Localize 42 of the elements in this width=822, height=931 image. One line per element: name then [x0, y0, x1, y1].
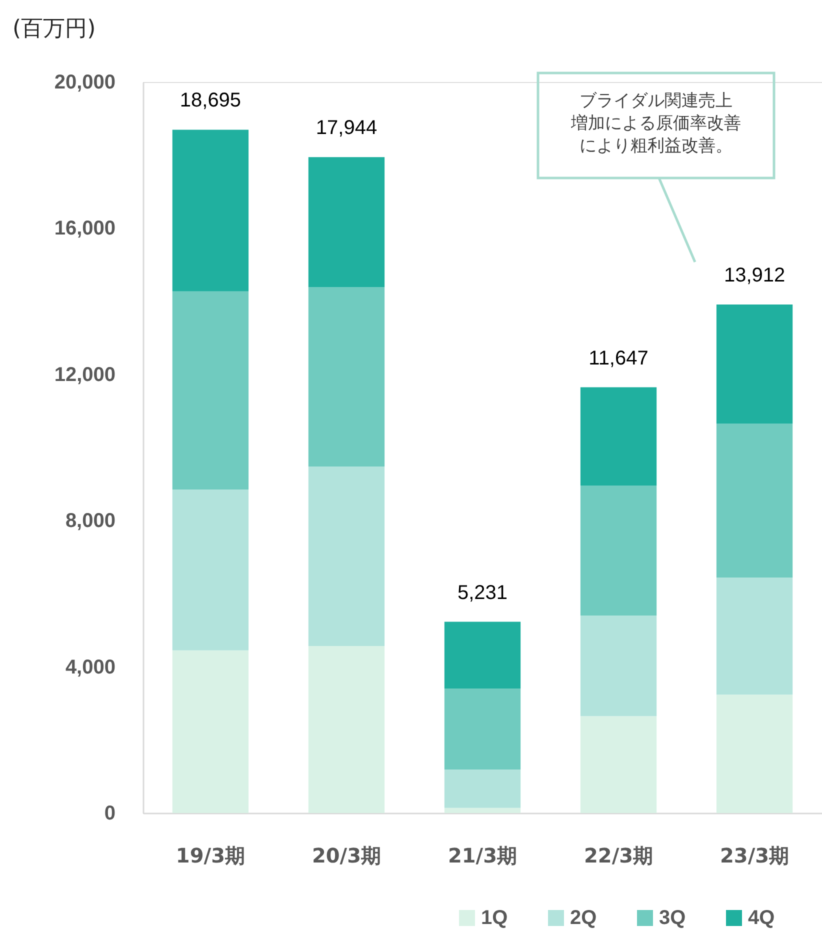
bar: [444, 770, 521, 808]
legend-label: 1Q: [481, 907, 508, 929]
x-tick-label: 22/3期: [584, 844, 654, 868]
bar: [172, 130, 249, 292]
bar: [172, 490, 249, 650]
total-label: 11,647: [588, 347, 648, 370]
bar: [444, 688, 521, 770]
bar: [716, 578, 793, 695]
y-tick-label: 20,000: [54, 72, 116, 94]
x-tick-label: 21/3期: [448, 844, 518, 868]
total-label: 18,695: [180, 90, 242, 112]
legend-label: 2Q: [570, 907, 597, 929]
y-tick-label: 0: [104, 802, 116, 824]
total-label: 5,231: [457, 582, 508, 604]
bar: [716, 304, 793, 424]
y-tick-label: 8,000: [65, 510, 116, 532]
annotation: ブライダル関連売上増加による原価率改善により粗利益改善。: [570, 91, 741, 156]
legend-label: 4Q: [748, 907, 775, 929]
x-tick-label: 20/3期: [312, 844, 382, 868]
x-tick-label: 19/3期: [176, 844, 245, 868]
bar: [580, 387, 657, 486]
bar: [716, 694, 793, 813]
y-tick-label: 12,000: [54, 364, 116, 386]
legend-label: 3Q: [659, 907, 686, 929]
bar: [308, 287, 385, 467]
bar: [580, 616, 657, 716]
bar: [444, 622, 521, 689]
y-tick-label: 16,000: [54, 218, 116, 240]
x-tick-label: 23/3期: [720, 844, 790, 868]
bar: [172, 291, 249, 490]
bar: [308, 157, 385, 288]
y-tick-label: 4,000: [65, 656, 116, 678]
bar: [172, 650, 249, 813]
total-label: 17,944: [316, 117, 378, 140]
bar: [580, 486, 657, 616]
bar: [308, 466, 385, 646]
y-axis-title: (百万円): [12, 16, 96, 42]
total-label: 13,912: [724, 264, 786, 287]
bar: [308, 646, 385, 813]
bar: [444, 808, 521, 813]
bar: [716, 424, 793, 578]
bar: [580, 716, 657, 813]
